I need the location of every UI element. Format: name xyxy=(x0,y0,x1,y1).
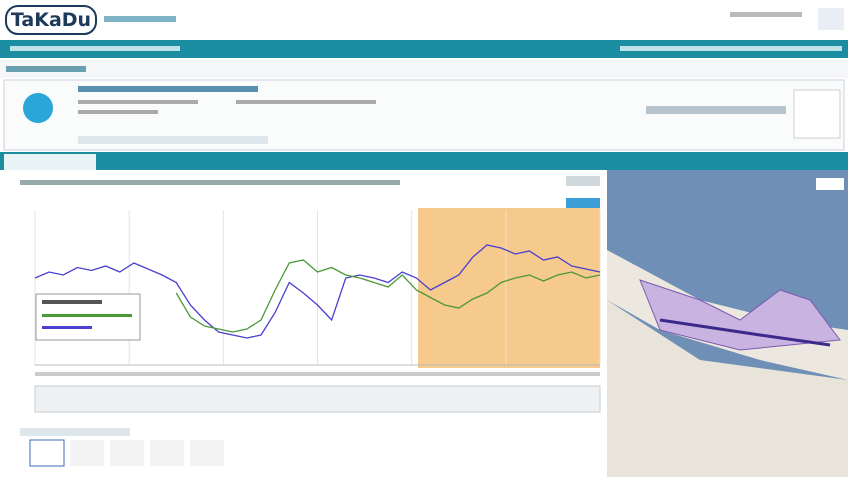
subheader xyxy=(0,60,848,78)
page-title xyxy=(6,66,86,72)
thumbnail xyxy=(793,89,841,139)
toolbar-icons[interactable] xyxy=(646,106,786,114)
chart-thumb[interactable] xyxy=(190,440,224,466)
plot xyxy=(34,210,601,366)
brand-icon xyxy=(818,8,844,30)
chart-thumb[interactable] xyxy=(29,439,65,467)
tab-bar xyxy=(0,152,848,170)
series-line xyxy=(175,259,601,333)
zoom-button[interactable] xyxy=(566,198,600,208)
series-line xyxy=(34,244,601,339)
map-zone xyxy=(639,279,841,351)
export-button[interactable] xyxy=(566,176,600,186)
highlight xyxy=(418,208,600,368)
map-pipe xyxy=(659,318,831,347)
tabs[interactable] xyxy=(4,154,96,170)
x-axis-labels xyxy=(35,372,600,376)
tooltip-text xyxy=(42,300,102,304)
tooltip-text xyxy=(42,326,92,329)
tooltip-text xyxy=(42,314,132,317)
event-details xyxy=(78,110,158,114)
nav-right[interactable] xyxy=(620,46,842,51)
navigator[interactable] xyxy=(34,385,601,413)
map-control[interactable] xyxy=(816,178,844,190)
chart-thumb[interactable] xyxy=(110,440,144,466)
nav-items[interactable] xyxy=(10,46,180,51)
event-icon xyxy=(23,93,53,123)
event-details xyxy=(78,100,198,104)
nav-bar xyxy=(0,40,848,58)
event-title xyxy=(78,86,258,92)
logo: TaKaDu xyxy=(11,9,91,31)
user-info xyxy=(730,12,802,17)
action-buttons[interactable] xyxy=(78,136,268,144)
logo-frame xyxy=(5,5,97,35)
event-details xyxy=(236,100,376,104)
map-land xyxy=(607,300,848,477)
chart-thumb[interactable] xyxy=(70,440,104,466)
chart-caption xyxy=(20,180,400,185)
chart-thumb[interactable] xyxy=(150,440,184,466)
app-name xyxy=(104,16,176,22)
thumbnail-tabs[interactable] xyxy=(20,428,130,436)
